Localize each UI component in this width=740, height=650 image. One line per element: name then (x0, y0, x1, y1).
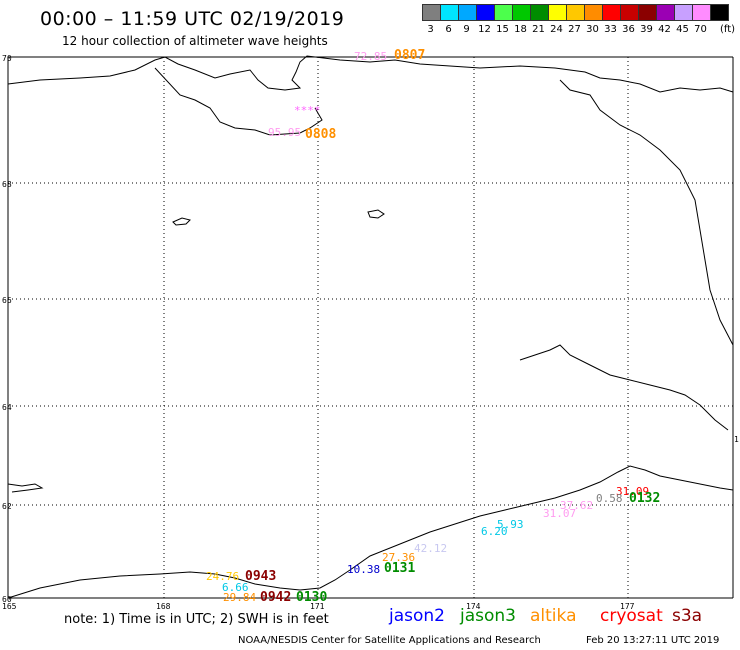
colorbar-label: 30 (586, 24, 599, 35)
obs-time-label: 0942 (260, 590, 292, 605)
lon-label: 168 (156, 602, 171, 611)
obs-time-label: 0808 (305, 127, 337, 142)
footer-timestamp: Feb 20 13:27:11 UTC 2019 (586, 635, 720, 646)
obs-swh-label: 10.38 (347, 563, 381, 576)
colorbar-label: 27 (568, 24, 581, 35)
colorbar-label: 24 (550, 24, 563, 35)
lat-lon-grid (7, 56, 734, 599)
footer-note: note: 1) Time is in UTC; 2) SWH is in fe… (64, 612, 329, 627)
lat-label: 62 (2, 502, 12, 511)
obs-swh-label: 6.66 (222, 581, 249, 594)
lat-label: 64 (2, 403, 12, 412)
colorbar-label: 9 (463, 24, 470, 35)
island-1 (367, 209, 385, 219)
coastline-east (559, 79, 734, 346)
colorbar-label: 70 (694, 24, 707, 35)
obs-swh-label: 6.20 (481, 525, 508, 538)
lon-label: 174 (466, 602, 481, 611)
lat-label: 68 (2, 180, 12, 189)
legend-s3a: s3a (672, 606, 703, 626)
colorbar-label: 36 (622, 24, 635, 35)
island-2 (172, 217, 191, 226)
edge-label: 1 (734, 435, 739, 444)
colorbar-label: 42 (658, 24, 671, 35)
colorbar-label: 45 (676, 24, 689, 35)
lon-label: 165 (2, 602, 17, 611)
lat-label: 60 (2, 595, 12, 604)
obs-time-label: 0132 (629, 491, 661, 506)
colorbar-label: 33 (604, 24, 617, 35)
obs-time-label: 0807 (394, 48, 426, 63)
obs-swh-label: 31.09 (616, 485, 650, 498)
obs-swh-label: 72.85 (354, 50, 388, 63)
colorbar-label: 21 (532, 24, 545, 35)
chart-subtitle: 12 hour collection of altimeter wave hei… (62, 34, 328, 48)
legend-altika: altika (530, 606, 577, 626)
chart-title: 00:00 – 11:59 UTC 02/19/2019 (40, 8, 345, 30)
obs-swh-label: 37.62 (560, 499, 594, 512)
obs-swh-label: 95.95 (268, 126, 302, 139)
obs-swh-label: 5.93 (497, 518, 524, 531)
colorbar-label: 3 (427, 24, 434, 35)
legend-jason3: jason3 (460, 606, 516, 626)
legend-cryosat: cryosat (600, 606, 663, 626)
colorbar-label: 15 (496, 24, 509, 35)
obs-swh-label: 31.07 (543, 507, 577, 520)
lat-label: 70 (2, 54, 12, 63)
obs-swh-label: 29.84 (223, 591, 257, 604)
colorbar-label: 6 (445, 24, 452, 35)
obs-swh-label: 0.58 (596, 492, 623, 505)
colorbar-label: 39 (640, 24, 653, 35)
obs-time-label: 0130 (296, 590, 328, 605)
island-3 (7, 483, 44, 493)
coastline (7, 55, 734, 599)
colorbar-unit: (ft) (720, 24, 736, 35)
obs-swh-label: 42.12 (414, 542, 448, 555)
lat-label: 66 (2, 296, 12, 305)
obs-time-label: 0131 (384, 561, 416, 576)
obs-swh-label: 27.36 (382, 551, 416, 564)
colorbar-swatch (710, 4, 729, 21)
lon-label: 171 (310, 602, 325, 611)
obs-time-label: 0943 (245, 569, 277, 584)
coastline-east2 (519, 344, 729, 431)
colorbar-label: 12 (478, 24, 491, 35)
legend-jason2: jason2 (389, 606, 445, 626)
obs-swh-label: 24.76 (206, 570, 240, 583)
coastline-north (7, 55, 734, 93)
obs-swh-label: **** (294, 104, 321, 117)
lon-label: 177 (620, 602, 635, 611)
footer-credit: NOAA/NESDIS Center for Satellite Applica… (238, 635, 541, 646)
coastline-south (7, 465, 734, 599)
colorbar-label: 18 (514, 24, 527, 35)
coastline-kotzebue (154, 67, 323, 136)
